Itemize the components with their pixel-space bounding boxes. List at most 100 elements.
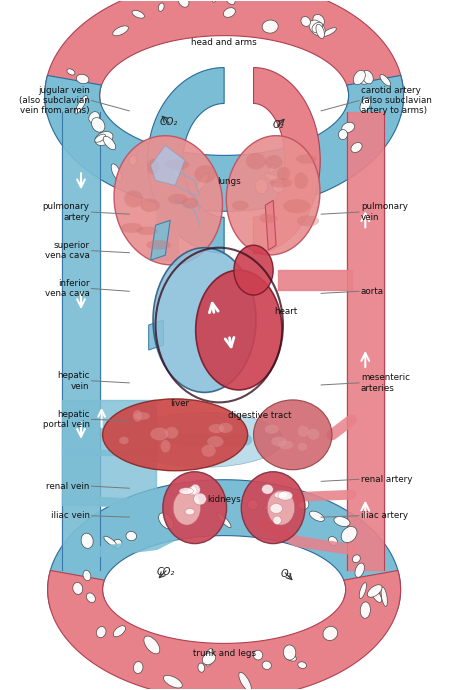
- Ellipse shape: [234, 245, 273, 295]
- Ellipse shape: [353, 70, 365, 85]
- Ellipse shape: [103, 136, 116, 150]
- Polygon shape: [151, 146, 185, 186]
- Ellipse shape: [160, 440, 171, 453]
- Ellipse shape: [338, 130, 347, 139]
- Ellipse shape: [119, 437, 129, 444]
- Ellipse shape: [162, 177, 172, 196]
- Text: pulmonary
vein: pulmonary vein: [361, 202, 408, 221]
- Text: CO₂: CO₂: [159, 117, 177, 128]
- Ellipse shape: [124, 190, 143, 208]
- Ellipse shape: [284, 653, 296, 661]
- Polygon shape: [253, 68, 320, 253]
- Ellipse shape: [94, 134, 106, 142]
- Ellipse shape: [173, 490, 201, 525]
- Text: kidneys: kidneys: [207, 495, 241, 504]
- Ellipse shape: [297, 426, 309, 437]
- Ellipse shape: [241, 472, 305, 544]
- Ellipse shape: [312, 22, 323, 32]
- Text: mesenteric
arteries: mesenteric arteries: [361, 373, 410, 393]
- Ellipse shape: [223, 8, 235, 17]
- Ellipse shape: [264, 501, 278, 510]
- Text: renal vein: renal vein: [46, 482, 90, 491]
- Text: iliac vein: iliac vein: [50, 511, 90, 520]
- Ellipse shape: [278, 440, 293, 449]
- Text: jugular vein
(also subclavian
vein from arms): jugular vein (also subclavian vein from …: [19, 86, 90, 115]
- Ellipse shape: [148, 159, 159, 175]
- Ellipse shape: [185, 509, 194, 515]
- Ellipse shape: [133, 410, 142, 422]
- Text: superior
vena cava: superior vena cava: [45, 241, 90, 260]
- Ellipse shape: [144, 636, 160, 654]
- Ellipse shape: [158, 513, 174, 529]
- Ellipse shape: [357, 75, 369, 84]
- Ellipse shape: [248, 500, 258, 510]
- Ellipse shape: [126, 531, 137, 541]
- Ellipse shape: [265, 155, 283, 169]
- Ellipse shape: [111, 164, 122, 181]
- Ellipse shape: [246, 153, 266, 169]
- Ellipse shape: [205, 649, 214, 666]
- Ellipse shape: [283, 199, 310, 213]
- Text: aorta: aorta: [361, 287, 384, 296]
- Ellipse shape: [208, 424, 225, 433]
- Ellipse shape: [309, 20, 325, 36]
- Ellipse shape: [198, 663, 205, 672]
- Text: heart: heart: [274, 308, 297, 317]
- Ellipse shape: [310, 511, 324, 522]
- Ellipse shape: [226, 136, 320, 255]
- Ellipse shape: [83, 571, 91, 581]
- Ellipse shape: [352, 555, 360, 562]
- Ellipse shape: [114, 136, 222, 265]
- Text: hepatic
portal vein: hepatic portal vein: [43, 410, 90, 429]
- Ellipse shape: [260, 214, 278, 223]
- Ellipse shape: [265, 424, 279, 434]
- Ellipse shape: [202, 653, 216, 664]
- Ellipse shape: [297, 215, 319, 226]
- Ellipse shape: [334, 517, 350, 526]
- Ellipse shape: [153, 248, 256, 393]
- Ellipse shape: [163, 472, 227, 544]
- Ellipse shape: [301, 17, 310, 26]
- Ellipse shape: [129, 156, 137, 166]
- Text: O₂: O₂: [272, 121, 284, 130]
- Text: inferior
vena cava: inferior vena cava: [45, 279, 90, 298]
- Polygon shape: [45, 0, 404, 116]
- Ellipse shape: [272, 181, 284, 193]
- Ellipse shape: [328, 537, 338, 545]
- Ellipse shape: [380, 75, 391, 86]
- Ellipse shape: [140, 199, 160, 212]
- Ellipse shape: [196, 174, 208, 190]
- Ellipse shape: [190, 484, 200, 495]
- Ellipse shape: [316, 24, 324, 39]
- Polygon shape: [151, 220, 170, 260]
- Ellipse shape: [253, 400, 332, 470]
- Polygon shape: [266, 200, 276, 250]
- Text: digestive tract: digestive tract: [228, 411, 291, 420]
- Ellipse shape: [265, 174, 283, 183]
- Ellipse shape: [136, 226, 158, 235]
- Text: carotid artery
(also subclavian
artery to arms): carotid artery (also subclavian artery t…: [361, 86, 432, 115]
- Ellipse shape: [121, 223, 143, 233]
- Text: lungs: lungs: [216, 177, 240, 186]
- Ellipse shape: [278, 491, 293, 500]
- Ellipse shape: [73, 582, 83, 594]
- Ellipse shape: [267, 490, 295, 525]
- Ellipse shape: [134, 662, 143, 673]
- Ellipse shape: [253, 650, 263, 660]
- Ellipse shape: [360, 97, 371, 112]
- Ellipse shape: [165, 426, 179, 439]
- Polygon shape: [148, 68, 224, 253]
- Ellipse shape: [270, 178, 292, 188]
- Ellipse shape: [158, 3, 164, 11]
- Ellipse shape: [67, 69, 75, 75]
- Ellipse shape: [273, 516, 281, 524]
- Ellipse shape: [163, 676, 182, 688]
- Ellipse shape: [126, 413, 283, 467]
- Polygon shape: [48, 480, 400, 609]
- Ellipse shape: [150, 427, 169, 441]
- Ellipse shape: [76, 75, 89, 83]
- Ellipse shape: [89, 112, 99, 123]
- Ellipse shape: [182, 198, 198, 208]
- Text: hepatic
vein: hepatic vein: [57, 371, 90, 391]
- Ellipse shape: [270, 504, 283, 513]
